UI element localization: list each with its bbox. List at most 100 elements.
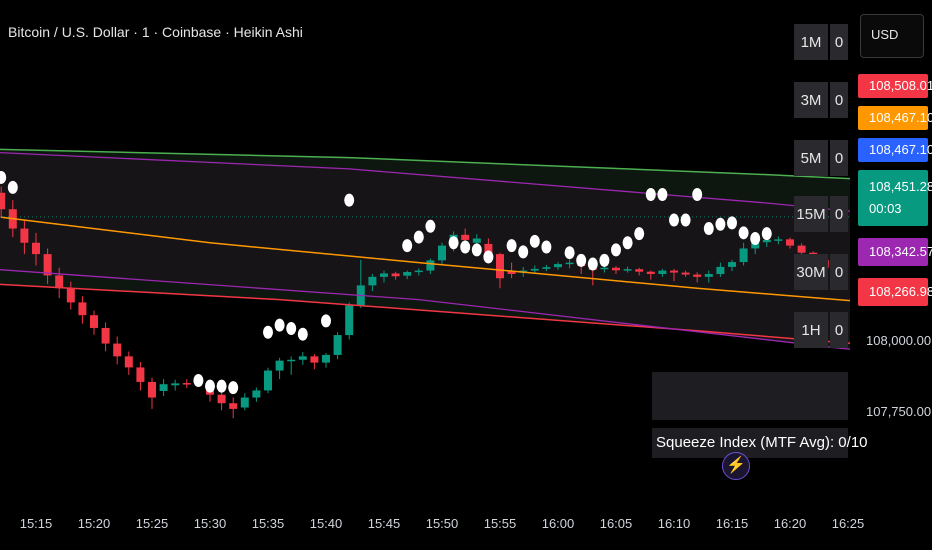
x-tick-label: 16:00 (541, 516, 575, 531)
x-tick-label: 15:55 (483, 516, 517, 531)
signal-dot (692, 187, 703, 201)
x-tick-label: 16:10 (657, 516, 691, 531)
candle-body (124, 356, 133, 368)
candle-body (66, 288, 75, 303)
candle-body (484, 243, 493, 255)
candle-body (380, 273, 388, 277)
candle-body (55, 275, 64, 289)
candle-body (542, 267, 551, 269)
candle-body (43, 254, 52, 276)
candle-body (0, 192, 6, 210)
signal-dot (216, 379, 227, 393)
signal-dot (541, 240, 552, 254)
x-tick-label: 15:45 (367, 516, 401, 531)
candle-body (565, 262, 574, 265)
candle-body (78, 302, 87, 316)
x-tick-label: 16:25 (831, 516, 865, 531)
candle-body (310, 356, 319, 363)
signal-dot (576, 253, 587, 267)
tf-value: 0 (830, 254, 848, 290)
squeeze-index-label: Squeeze Index (MTF Avg): 0/10 (652, 428, 868, 458)
tf-label: 3M (794, 82, 828, 118)
candle-body (600, 267, 609, 270)
keltner-channel-fill (0, 152, 850, 350)
candle-body (159, 384, 168, 392)
candle-body (322, 354, 330, 363)
candle-body (786, 239, 794, 246)
tf-value: 0 (830, 82, 848, 118)
x-tick-label: 15:35 (251, 516, 285, 531)
tf-value: 0 (830, 24, 848, 60)
signal-dot (703, 222, 714, 236)
y-tick-label: 108,000.00 (866, 333, 932, 348)
candle-body (670, 270, 678, 273)
candle-body (646, 271, 655, 274)
candle-body (252, 390, 261, 398)
candle-body (182, 383, 191, 385)
x-tick-label: 15:15 (19, 516, 53, 531)
currency-button[interactable]: USD (860, 14, 924, 58)
candle-body (693, 274, 702, 277)
x-tick-label: 15:25 (135, 516, 169, 531)
candle-body (113, 343, 122, 357)
candle-body (414, 270, 423, 273)
signal-dot (413, 230, 424, 244)
signal-dot (680, 213, 691, 227)
candle-body (658, 270, 667, 274)
price-tag-high: 108,508.01 (858, 74, 932, 98)
candle-body (797, 245, 806, 253)
candle-body (612, 267, 620, 271)
price-tag-low: 108,266.98 (858, 278, 932, 306)
candle-body (333, 335, 342, 355)
signal-dot (425, 219, 436, 233)
candle-body (635, 269, 644, 272)
candle-body (90, 315, 98, 328)
candle-body (461, 234, 470, 240)
x-tick-label: 15:30 (193, 516, 227, 531)
candle-body (136, 367, 145, 382)
candle-body (264, 370, 272, 391)
tf-value: 0 (830, 140, 848, 176)
price-tag-keltner-value: 108,342.57 (869, 244, 932, 259)
tf-value: 0 (830, 196, 848, 232)
signal-dot (518, 245, 529, 259)
signal-dot (286, 322, 297, 336)
signal-dot (750, 232, 761, 245)
candle-body (217, 394, 226, 404)
candle-body (32, 242, 40, 255)
candle-body (739, 248, 748, 263)
tf-label: 1M (794, 24, 828, 60)
tf-value: 0 (830, 312, 848, 348)
signal-dot (193, 374, 204, 387)
signal-dot (7, 180, 18, 194)
candle-body (774, 239, 783, 241)
signal-dot (715, 217, 726, 231)
signal-dot (205, 379, 215, 393)
candle-body (229, 403, 238, 409)
candle-body (438, 245, 446, 261)
tf-row-1m: 1M 0 (794, 24, 852, 62)
price-tag-high-value: 108,508.01 (869, 78, 932, 93)
candle-body (287, 359, 296, 362)
candle-body (530, 268, 539, 271)
y-tick-label: 107,750.00 (866, 404, 932, 419)
candle-body (751, 242, 760, 249)
plot-area (0, 148, 850, 419)
lightning-bolt-icon[interactable]: ⚡ (722, 452, 750, 480)
candle-body (403, 272, 412, 276)
tf-label: 5M (794, 140, 828, 176)
x-tick-label: 16:05 (599, 516, 633, 531)
price-tag-low-value: 108,266.98 (869, 284, 932, 299)
candle-body (20, 228, 29, 243)
signal-dot (448, 236, 459, 250)
x-tick-label: 15:40 (309, 516, 343, 531)
signal-dot (0, 170, 7, 184)
tf-row-30m: 30M 0 (794, 254, 852, 292)
tf-row-5m: 5M 0 (794, 140, 852, 178)
signal-dot (402, 239, 413, 253)
chart-title: Bitcoin / U.S. Dollar · 1 · Coinbase · H… (8, 24, 303, 40)
signal-dot (321, 314, 331, 328)
candle-body (298, 356, 307, 360)
signal-dot (506, 239, 517, 253)
